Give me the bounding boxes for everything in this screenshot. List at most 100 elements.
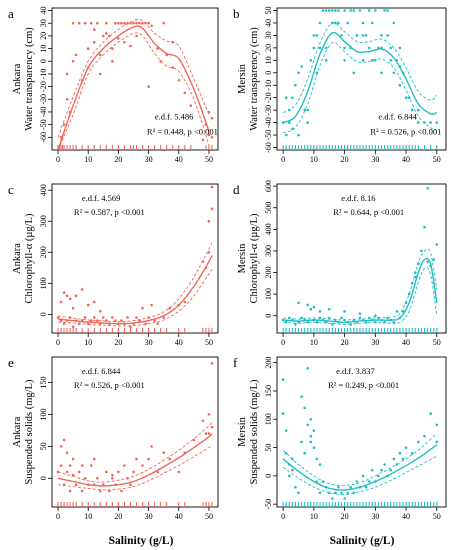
data-point bbox=[361, 34, 365, 37]
data-point bbox=[117, 470, 120, 474]
gam-fit-line bbox=[282, 31, 438, 124]
data-point bbox=[315, 34, 319, 37]
data-point bbox=[343, 59, 346, 62]
data-point bbox=[380, 46, 383, 50]
data-point bbox=[281, 121, 285, 124]
data-point bbox=[321, 318, 325, 322]
y-tick-label: -20 bbox=[264, 92, 273, 103]
r2-annotation: R² = 0.249, p <0.001 bbox=[328, 380, 399, 390]
ci-lower-line bbox=[283, 267, 438, 325]
data-point bbox=[65, 451, 69, 455]
data-point bbox=[159, 60, 162, 63]
data-point bbox=[324, 320, 328, 324]
data-point bbox=[80, 288, 84, 291]
data-point bbox=[156, 322, 159, 326]
data-point bbox=[210, 185, 214, 189]
data-point bbox=[334, 318, 337, 322]
x-tick-label: 30 bbox=[145, 155, 153, 164]
data-point bbox=[306, 303, 310, 307]
data-point bbox=[183, 300, 187, 304]
data-point bbox=[337, 320, 340, 324]
gam-fit-line bbox=[57, 255, 213, 325]
data-point bbox=[71, 457, 75, 461]
data-point bbox=[171, 66, 174, 69]
data-point bbox=[352, 71, 356, 75]
data-point bbox=[309, 59, 313, 62]
data-point bbox=[343, 497, 346, 500]
data-point bbox=[303, 108, 307, 112]
data-point bbox=[324, 59, 328, 62]
data-point bbox=[120, 21, 123, 25]
data-point bbox=[429, 412, 432, 415]
data-point bbox=[83, 316, 87, 319]
x-tick-label: 0 bbox=[56, 512, 60, 521]
data-point bbox=[114, 21, 117, 25]
ci-lower-line bbox=[57, 444, 213, 491]
data-point bbox=[65, 72, 69, 76]
data-point bbox=[177, 303, 181, 307]
y-tick-label: -50 bbox=[39, 119, 48, 130]
data-point bbox=[334, 21, 337, 25]
edf-annotation: e.d.f. 8.16 bbox=[341, 193, 375, 203]
data-point bbox=[410, 451, 414, 455]
r2-annotation: R² = 0.448, p <0.001 bbox=[147, 126, 218, 136]
panel-letter: b bbox=[233, 6, 240, 21]
data-point bbox=[62, 322, 66, 326]
x-tick-label: 20 bbox=[114, 338, 122, 347]
x-tick-label: 40 bbox=[402, 155, 410, 164]
data-point bbox=[80, 79, 84, 82]
y-tick-label: 30 bbox=[39, 19, 48, 27]
data-point bbox=[392, 21, 396, 25]
data-point bbox=[111, 316, 114, 319]
data-point bbox=[93, 28, 96, 31]
data-point bbox=[117, 21, 120, 25]
data-point bbox=[383, 463, 386, 466]
x-tick-label: 30 bbox=[371, 338, 379, 347]
data-point bbox=[74, 53, 78, 57]
data-point bbox=[358, 9, 362, 12]
data-point bbox=[99, 72, 102, 76]
data-point bbox=[303, 318, 307, 322]
data-point bbox=[389, 468, 393, 472]
data-point bbox=[59, 136, 63, 139]
data-point bbox=[398, 316, 402, 320]
data-point bbox=[99, 489, 102, 493]
data-point bbox=[111, 477, 114, 480]
ci-lower-line bbox=[57, 269, 213, 327]
data-point bbox=[80, 464, 84, 467]
data-point bbox=[303, 451, 307, 455]
data-point bbox=[300, 395, 303, 398]
y-tick-label: 50 bbox=[264, 6, 273, 14]
panel-a: -60 -50-40 -30 -20-10 0 10 20 30 40 0 10 20 30 40 50 An… bbox=[8, 6, 219, 164]
data-point bbox=[126, 21, 129, 25]
data-point bbox=[395, 310, 399, 313]
data-point bbox=[364, 485, 368, 489]
data-point bbox=[126, 477, 129, 480]
data-point bbox=[93, 483, 96, 487]
data-point bbox=[312, 429, 316, 432]
y-tick-label: 600 bbox=[264, 180, 273, 192]
data-point bbox=[343, 310, 346, 313]
x-axis-title-right: Salinity (g/L) bbox=[330, 535, 395, 547]
data-point bbox=[367, 46, 371, 50]
panel-letter: a bbox=[8, 6, 14, 21]
data-point bbox=[404, 446, 408, 449]
data-point bbox=[105, 21, 108, 25]
data-point bbox=[89, 464, 93, 467]
data-point bbox=[309, 434, 313, 438]
plot-frame bbox=[51, 183, 219, 334]
data-point bbox=[407, 96, 411, 99]
data-point bbox=[284, 451, 288, 455]
data-point bbox=[392, 71, 396, 75]
data-point bbox=[207, 413, 211, 416]
y-tick-label: 100 bbox=[39, 277, 48, 289]
data-point bbox=[352, 318, 356, 322]
data-point bbox=[404, 96, 408, 99]
data-point bbox=[281, 318, 285, 322]
data-point bbox=[68, 464, 72, 467]
data-point bbox=[288, 463, 291, 466]
data-point bbox=[59, 464, 63, 467]
data-point bbox=[284, 429, 288, 432]
data-point bbox=[288, 474, 291, 478]
